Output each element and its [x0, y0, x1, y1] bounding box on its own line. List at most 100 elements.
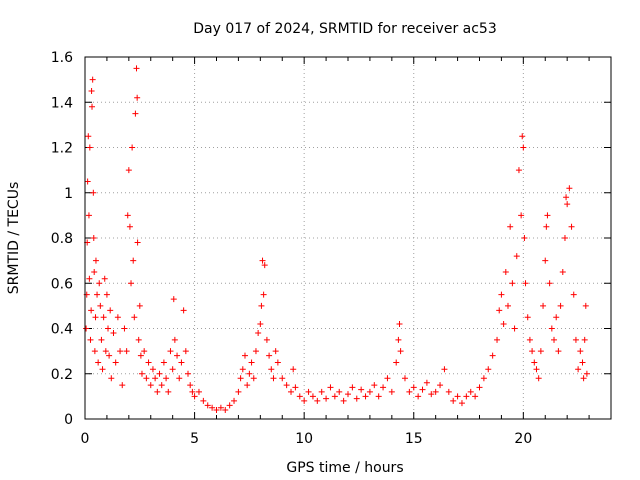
data-point-plus	[235, 388, 242, 395]
data-point-plus	[102, 348, 109, 355]
data-point-plus	[529, 348, 536, 355]
data-point-plus	[90, 235, 97, 241]
data-point-plus	[149, 366, 156, 373]
data-point-plus	[134, 94, 141, 101]
data-point-plus	[504, 302, 511, 309]
data-points	[83, 65, 590, 413]
data-point-plus	[244, 382, 251, 389]
data-point-plus	[86, 144, 93, 151]
data-point-plus	[441, 366, 448, 373]
x-tick-label: 5	[190, 431, 199, 447]
data-point-plus	[489, 352, 496, 359]
data-point-plus	[445, 388, 452, 395]
data-point-plus	[498, 291, 505, 298]
data-point-plus	[185, 370, 192, 377]
data-point-plus	[131, 314, 138, 321]
data-point-plus	[581, 336, 588, 343]
data-point-plus	[261, 262, 268, 269]
y-tick-label: 0.4	[51, 322, 73, 338]
data-point-plus	[406, 388, 413, 395]
data-point-plus	[437, 382, 444, 389]
data-point-plus	[200, 397, 207, 404]
data-point-plus	[450, 397, 457, 404]
data-point-plus	[85, 212, 92, 219]
data-point-plus	[89, 103, 96, 110]
data-point-plus	[318, 388, 325, 395]
data-point-plus	[358, 386, 365, 393]
data-point-plus	[463, 393, 470, 400]
data-point-plus	[388, 388, 395, 395]
y-axis-label: SRMTID / TECUs	[6, 182, 22, 295]
data-point-plus	[189, 388, 196, 395]
data-point-plus	[91, 268, 98, 275]
data-point-plus	[564, 201, 571, 208]
data-point-plus	[544, 212, 551, 219]
data-point-plus	[105, 325, 112, 332]
data-point-plus	[375, 393, 382, 400]
data-point-plus	[371, 382, 378, 389]
data-point-plus	[145, 359, 152, 366]
data-point-plus	[485, 366, 492, 373]
data-point-plus	[509, 280, 516, 287]
data-point-plus	[182, 348, 189, 355]
data-point-plus	[583, 370, 590, 377]
data-point-plus	[362, 393, 369, 400]
data-point-plus	[83, 325, 90, 332]
data-point-plus	[86, 275, 93, 282]
data-point-plus	[92, 257, 99, 264]
data-point-plus	[580, 375, 587, 382]
y-tick-label: 0.2	[51, 367, 73, 383]
data-point-plus	[178, 359, 185, 366]
data-point-plus	[410, 384, 417, 391]
data-point-plus	[87, 336, 94, 343]
data-point-plus	[156, 370, 163, 377]
data-point-plus	[518, 212, 525, 219]
data-point-plus	[472, 393, 479, 400]
data-point-plus	[270, 375, 277, 382]
data-point-plus	[132, 110, 139, 117]
data-point-plus	[119, 382, 126, 389]
data-point-plus	[283, 382, 290, 389]
data-point-plus	[239, 366, 246, 373]
data-point-plus	[248, 359, 255, 366]
data-point-plus	[158, 382, 165, 389]
data-point-plus	[108, 375, 115, 382]
data-point-plus	[366, 388, 373, 395]
data-point-plus	[579, 359, 586, 366]
data-point-plus	[91, 348, 98, 355]
data-point-plus	[526, 336, 533, 343]
data-point-plus	[174, 352, 181, 359]
data-point-plus	[123, 348, 130, 355]
data-point-plus	[125, 167, 132, 174]
data-point-plus	[176, 375, 183, 382]
data-point-plus	[551, 336, 558, 343]
data-point-plus	[88, 87, 95, 94]
data-point-plus	[288, 388, 295, 395]
data-point-plus	[101, 275, 108, 282]
data-point-plus	[555, 348, 562, 355]
data-point-plus	[134, 239, 141, 246]
x-tick-label: 0	[81, 431, 90, 447]
data-point-plus	[124, 212, 131, 219]
data-point-plus	[305, 388, 312, 395]
data-point-plus	[314, 397, 321, 404]
data-point-plus	[103, 291, 110, 298]
data-point-plus	[428, 391, 435, 398]
data-point-plus	[575, 366, 582, 373]
data-point-plus	[143, 375, 150, 382]
data-point-plus	[98, 336, 105, 343]
data-point-plus	[292, 384, 299, 391]
chart-title: Day 017 of 2024, SRMTID for receiver ac5…	[193, 21, 497, 37]
y-tick-label: 1.2	[51, 141, 73, 157]
data-point-plus	[296, 393, 303, 400]
data-point-plus	[217, 404, 224, 411]
y-tick-label: 0	[64, 412, 73, 428]
data-point-plus	[195, 388, 202, 395]
data-point-plus	[515, 167, 522, 174]
data-point-plus	[250, 375, 257, 382]
data-point-plus	[180, 307, 187, 314]
data-point-plus	[95, 359, 102, 366]
data-point-plus	[137, 352, 144, 359]
data-point-plus	[237, 375, 244, 382]
data-point-plus	[222, 406, 229, 413]
